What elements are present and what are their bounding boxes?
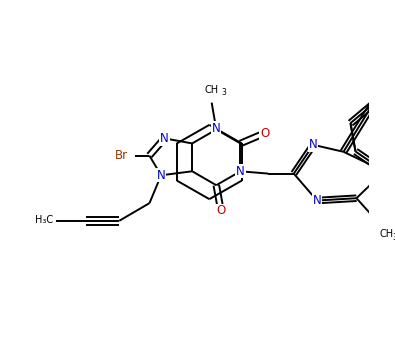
Text: 3: 3 <box>222 88 227 97</box>
Text: N: N <box>312 194 322 207</box>
Text: N: N <box>160 132 169 145</box>
Text: H₃C: H₃C <box>35 215 53 225</box>
Text: N: N <box>236 165 245 178</box>
Text: O: O <box>216 204 226 217</box>
Text: Br: Br <box>115 149 128 162</box>
Text: N: N <box>157 169 166 182</box>
Text: CH: CH <box>205 85 219 95</box>
Text: N: N <box>309 138 318 151</box>
Text: CH: CH <box>380 229 394 240</box>
Text: O: O <box>260 127 269 140</box>
Text: N: N <box>212 122 221 135</box>
Text: H: H <box>46 215 53 225</box>
Text: 3: 3 <box>392 233 395 242</box>
